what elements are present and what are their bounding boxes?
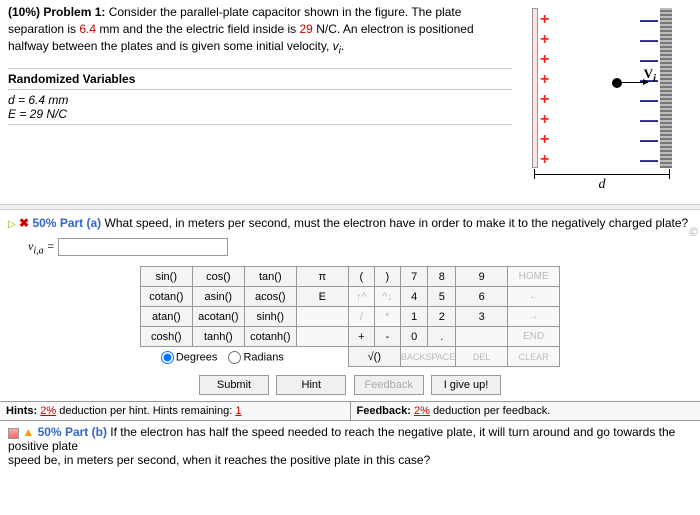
calc-cos[interactable]: cos() [192, 267, 244, 287]
expand-icon[interactable]: ▷ [8, 219, 16, 230]
part-a-heading: ▷ ✖ 50% Part (a) What speed, in meters p… [8, 216, 692, 230]
calculator-keypad: sin() cos() tan() π ( ) 7 8 9 HOME cotan… [140, 266, 560, 367]
hint-button[interactable]: Hint [276, 375, 346, 395]
part-b-q2: speed be, in meters per second, when it … [8, 453, 430, 467]
calc-down[interactable]: ^↓ [374, 287, 400, 307]
calc-end[interactable]: END [508, 327, 560, 347]
randvars-heading: Randomized Variables [8, 68, 512, 90]
calc-2[interactable]: 2 [428, 307, 456, 327]
problem-label: Problem 1: [43, 5, 105, 19]
feedback-button[interactable]: Feedback [354, 375, 424, 395]
calc-sqrt[interactable]: √() [348, 347, 400, 367]
calc-home[interactable]: HOME [508, 267, 560, 287]
calc-del[interactable]: DEL [456, 347, 508, 367]
copyright-icon: © [689, 225, 698, 239]
calc-9[interactable]: 9 [456, 267, 508, 287]
part-b-q1: If the electron has half the speed neede… [8, 425, 675, 453]
part-b: ▲ 50% Part (b) If the electron has half … [0, 421, 700, 471]
calc-7[interactable]: 7 [400, 267, 428, 287]
calc-minus[interactable]: - [374, 327, 400, 347]
calc-clear[interactable]: CLEAR [508, 347, 560, 367]
calc-acotan[interactable]: acotan() [192, 307, 244, 327]
calc-3[interactable]: 3 [456, 307, 508, 327]
calc-backspace[interactable]: BACKSPACE [400, 347, 455, 367]
hints-feedback-bar: Hints: 2% deduction per hint. Hints rema… [0, 401, 700, 421]
calc-sinh[interactable]: sinh() [244, 307, 296, 327]
calc-asin[interactable]: asin() [192, 287, 244, 307]
calc-plus[interactable]: + [348, 327, 374, 347]
calc-4[interactable]: 4 [400, 287, 428, 307]
calc-up[interactable]: ↑^ [348, 287, 374, 307]
vi-label: Vi [644, 66, 656, 85]
negative-plate [660, 8, 672, 168]
warn-icon: ▲ [22, 425, 34, 439]
electron-dot [612, 78, 622, 88]
randvar-d: d = 6.4 mm [8, 93, 68, 107]
calc-right[interactable]: → [508, 307, 560, 327]
calc-atan[interactable]: atan() [140, 307, 192, 327]
calc-6[interactable]: 6 [456, 287, 508, 307]
calc-dot[interactable]: . [428, 327, 456, 347]
radians-radio[interactable] [228, 351, 241, 364]
calc-acos[interactable]: acos() [244, 287, 296, 307]
calc-lparen[interactable]: ( [348, 267, 374, 287]
calc-tanh[interactable]: tanh() [192, 327, 244, 347]
degrees-radio[interactable] [161, 351, 174, 364]
positive-plate [532, 8, 538, 168]
flag-icon [8, 428, 19, 439]
answer-input[interactable] [58, 238, 228, 256]
capacitor-figure: ++++++++ ———————— Vi d [522, 4, 692, 198]
calc-sin[interactable]: sin() [140, 267, 192, 287]
calc-0[interactable]: 0 [400, 327, 428, 347]
randomized-variables: Randomized Variables d = 6.4 mm E = 29 N… [8, 68, 512, 125]
minus-charges: ———————— [640, 10, 658, 170]
calc-e[interactable]: E [296, 287, 348, 307]
calc-5[interactable]: 5 [428, 287, 456, 307]
giveup-button[interactable]: I give up! [431, 375, 501, 395]
status-x-icon: ✖ [19, 216, 29, 230]
calc-8[interactable]: 8 [428, 267, 456, 287]
problem-statement: (10%) Problem 1: Consider the parallel-p… [8, 4, 512, 58]
plus-charges: ++++++++ [540, 10, 549, 170]
part-a-question: What speed, in meters per second, must t… [105, 216, 689, 230]
calc-rparen[interactable]: ) [374, 267, 400, 287]
submit-button[interactable]: Submit [199, 375, 269, 395]
calc-div[interactable]: / [348, 307, 374, 327]
calc-1[interactable]: 1 [400, 307, 428, 327]
problem-percent: (10%) [8, 5, 40, 19]
d-label: d [532, 177, 672, 193]
randvar-e: E = 29 N/C [8, 107, 67, 121]
calc-mul[interactable]: * [374, 307, 400, 327]
calc-pi[interactable]: π [296, 267, 348, 287]
calc-cotanh[interactable]: cotanh() [244, 327, 296, 347]
calc-cosh[interactable]: cosh() [140, 327, 192, 347]
calc-cotan[interactable]: cotan() [140, 287, 192, 307]
answer-equation: vi,a = [28, 238, 692, 256]
calc-left[interactable]: ← [508, 287, 560, 307]
calc-tan[interactable]: tan() [244, 267, 296, 287]
